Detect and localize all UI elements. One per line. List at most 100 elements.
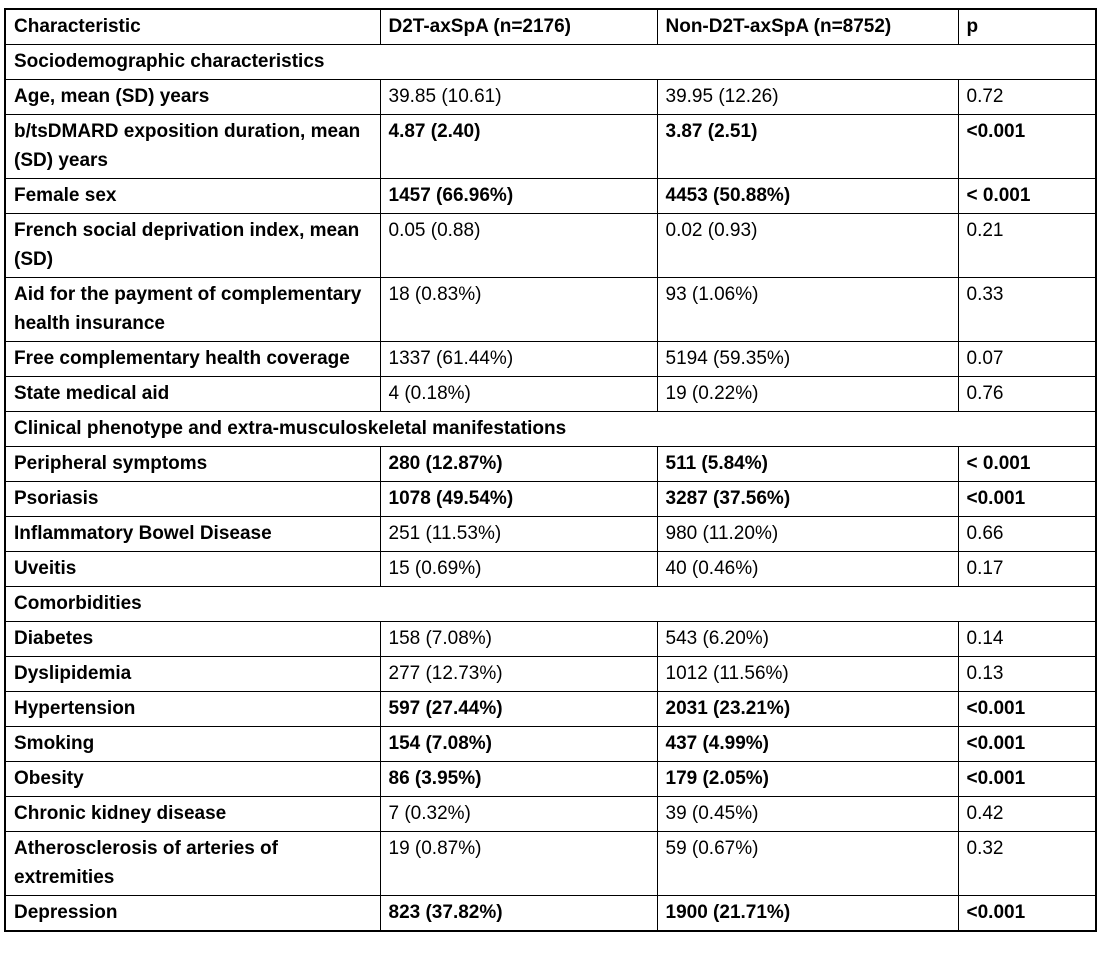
d2t-value-cell: 19 (0.87%): [379, 831, 658, 896]
d2t-value-cell: 4 (0.18%): [379, 376, 658, 412]
p-value-cell: <0.001: [957, 726, 1097, 762]
non-d2t-value-cell: 437 (4.99%): [656, 726, 959, 762]
table-container: Characteristic D2T-axSpA (n=2176) Non-D2…: [4, 8, 1097, 932]
characteristic-cell: Atherosclerosis of arteries of extremiti…: [4, 831, 381, 896]
non-d2t-value-cell: 39.95 (12.26): [656, 79, 959, 115]
table-row: Diabetes 158 (7.08%) 543 (6.20%) 0.14: [4, 621, 1097, 657]
characteristics-table: Characteristic D2T-axSpA (n=2176) Non-D2…: [4, 8, 1097, 932]
d2t-value-cell: 823 (37.82%): [379, 895, 658, 932]
section-row: Sociodemographic characteristics: [4, 44, 1097, 80]
p-value-cell: 0.42: [957, 796, 1097, 832]
d2t-value-cell: 597 (27.44%): [379, 691, 658, 727]
non-d2t-value-cell: 93 (1.06%): [656, 277, 959, 342]
table-row: Age, mean (SD) years 39.85 (10.61) 39.95 (…: [4, 79, 1097, 115]
header-row: Characteristic D2T-axSpA (n=2176) Non-D2…: [4, 8, 1097, 45]
characteristic-cell: State medical aid: [4, 376, 381, 412]
d2t-value-cell: 0.05 (0.88): [379, 213, 658, 278]
d2t-value-cell: 15 (0.69%): [379, 551, 658, 587]
characteristic-cell: b/tsDMARD exposition duration, mean (SD)…: [4, 114, 381, 179]
section-header: Comorbidities: [4, 586, 1097, 622]
non-d2t-value-cell: 40 (0.46%): [656, 551, 959, 587]
d2t-value-cell: 1337 (61.44%): [379, 341, 658, 377]
column-header-non-d2t: Non-D2T-axSpA (n=8752): [656, 8, 959, 45]
table-row: b/tsDMARD exposition duration, mean (SD)…: [4, 114, 1097, 179]
characteristic-cell: Age, mean (SD) years: [4, 79, 381, 115]
column-header-d2t: D2T-axSpA (n=2176): [379, 8, 658, 45]
d2t-value-cell: 18 (0.83%): [379, 277, 658, 342]
non-d2t-value-cell: 980 (11.20%): [656, 516, 959, 552]
table-row: Obesity 86 (3.95%) 179 (2.05%) <0.001: [4, 761, 1097, 797]
characteristic-cell: Psoriasis: [4, 481, 381, 517]
table-row: Smoking 154 (7.08%) 437 (4.99%) <0.001: [4, 726, 1097, 762]
p-value-cell: < 0.001: [957, 446, 1097, 482]
p-value-cell: 0.76: [957, 376, 1097, 412]
p-value-cell: 0.72: [957, 79, 1097, 115]
non-d2t-value-cell: 59 (0.67%): [656, 831, 959, 896]
table-row: Peripheral symptoms 280 (12.87%) 511 (5.84…: [4, 446, 1097, 482]
non-d2t-value-cell: 1900 (21.71%): [656, 895, 959, 932]
characteristic-cell: Free complementary health coverage: [4, 341, 381, 377]
characteristic-cell: French social deprivation index, mean (S…: [4, 213, 381, 278]
p-value-cell: <0.001: [957, 761, 1097, 797]
non-d2t-value-cell: 0.02 (0.93): [656, 213, 959, 278]
non-d2t-value-cell: 543 (6.20%): [656, 621, 959, 657]
table-row: Aid for the payment of complementary hea…: [4, 277, 1097, 342]
p-value-cell: 0.32: [957, 831, 1097, 896]
table-row: State medical aid 4 (0.18%) 19 (0.22%) 0.76: [4, 376, 1097, 412]
non-d2t-value-cell: 19 (0.22%): [656, 376, 959, 412]
characteristic-cell: Diabetes: [4, 621, 381, 657]
table-row: Female sex 1457 (66.96%) 4453 (50.88%) < 0.…: [4, 178, 1097, 214]
characteristic-cell: Smoking: [4, 726, 381, 762]
characteristic-cell: Aid for the payment of complementary hea…: [4, 277, 381, 342]
p-value-cell: <0.001: [957, 481, 1097, 517]
non-d2t-value-cell: 1012 (11.56%): [656, 656, 959, 692]
p-value-cell: 0.66: [957, 516, 1097, 552]
table-row: Chronic kidney disease 7 (0.32%) 39 (0.45%…: [4, 796, 1097, 832]
p-value-cell: 0.13: [957, 656, 1097, 692]
characteristic-cell: Peripheral symptoms: [4, 446, 381, 482]
p-value-cell: 0.21: [957, 213, 1097, 278]
non-d2t-value-cell: 5194 (59.35%): [656, 341, 959, 377]
p-value-cell: <0.001: [957, 114, 1097, 179]
non-d2t-value-cell: 3287 (37.56%): [656, 481, 959, 517]
section-row: Clinical phenotype and extra-musculoskel…: [4, 411, 1097, 447]
non-d2t-value-cell: 3.87 (2.51): [656, 114, 959, 179]
characteristic-cell: Obesity: [4, 761, 381, 797]
table-row: Inflammatory Bowel Disease 251 (11.53%) 98…: [4, 516, 1097, 552]
section-header: Sociodemographic characteristics: [4, 44, 1097, 80]
p-value-cell: 0.17: [957, 551, 1097, 587]
d2t-value-cell: 158 (7.08%): [379, 621, 658, 657]
table-row: French social deprivation index, mean (S…: [4, 213, 1097, 278]
non-d2t-value-cell: 4453 (50.88%): [656, 178, 959, 214]
column-header-p: p: [957, 8, 1097, 45]
table-row: Free complementary health coverage 1337 (…: [4, 341, 1097, 377]
table-row: Depression 823 (37.82%) 1900 (21.71%) <0.00…: [4, 895, 1097, 932]
table-body: Sociodemographic characteristics Age, mea…: [4, 44, 1097, 932]
non-d2t-value-cell: 39 (0.45%): [656, 796, 959, 832]
table-row: Atherosclerosis of arteries of extremiti…: [4, 831, 1097, 896]
table-row: Dyslipidemia 277 (12.73%) 1012 (11.56%) 0.1…: [4, 656, 1097, 692]
d2t-value-cell: 154 (7.08%): [379, 726, 658, 762]
d2t-value-cell: 280 (12.87%): [379, 446, 658, 482]
p-value-cell: 0.14: [957, 621, 1097, 657]
d2t-value-cell: 4.87 (2.40): [379, 114, 658, 179]
non-d2t-value-cell: 179 (2.05%): [656, 761, 959, 797]
d2t-value-cell: 86 (3.95%): [379, 761, 658, 797]
section-row: Comorbidities: [4, 586, 1097, 622]
table-row: Hypertension 597 (27.44%) 2031 (23.21%) <0.…: [4, 691, 1097, 727]
characteristic-cell: Hypertension: [4, 691, 381, 727]
table-row: Uveitis 15 (0.69%) 40 (0.46%) 0.17: [4, 551, 1097, 587]
table-row: Psoriasis 1078 (49.54%) 3287 (37.56%) <0.00…: [4, 481, 1097, 517]
p-value-cell: < 0.001: [957, 178, 1097, 214]
p-value-cell: 0.07: [957, 341, 1097, 377]
non-d2t-value-cell: 511 (5.84%): [656, 446, 959, 482]
column-header-characteristic: Characteristic: [4, 8, 381, 45]
d2t-value-cell: 1078 (49.54%): [379, 481, 658, 517]
characteristic-cell: Chronic kidney disease: [4, 796, 381, 832]
section-header: Clinical phenotype and extra-musculoskel…: [4, 411, 1097, 447]
d2t-value-cell: 1457 (66.96%): [379, 178, 658, 214]
p-value-cell: 0.33: [957, 277, 1097, 342]
characteristic-cell: Dyslipidemia: [4, 656, 381, 692]
characteristic-cell: Depression: [4, 895, 381, 932]
p-value-cell: <0.001: [957, 691, 1097, 727]
